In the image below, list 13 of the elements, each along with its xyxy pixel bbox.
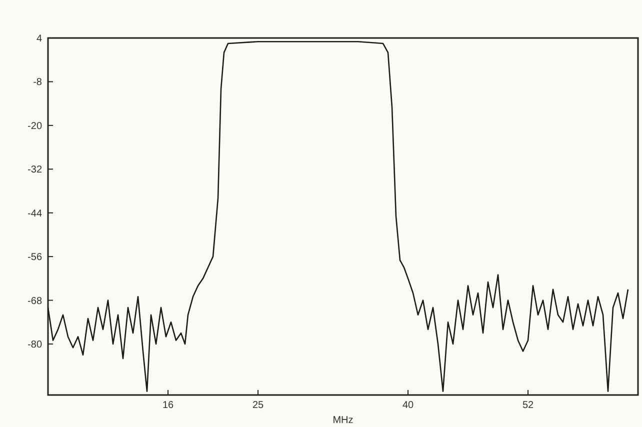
y-tick-label: -32 (28, 164, 42, 176)
y-tick-label: -8 (33, 77, 42, 88)
y-tick-label: -80 (28, 340, 42, 350)
y-tick-label: -56 (28, 252, 42, 264)
y-tick-label: -68 (28, 296, 42, 307)
x-tick-label: 25 (252, 400, 264, 411)
x-axis-title: MHz (332, 415, 354, 426)
y-tick-label: 4 (36, 34, 42, 44)
x-tick-label: 16 (162, 400, 174, 411)
x-tick-label: 52 (522, 400, 534, 411)
y-tick-label: -44 (28, 208, 42, 220)
x-tick-label: 40 (402, 400, 414, 411)
y-tick-label: -20 (28, 120, 42, 132)
